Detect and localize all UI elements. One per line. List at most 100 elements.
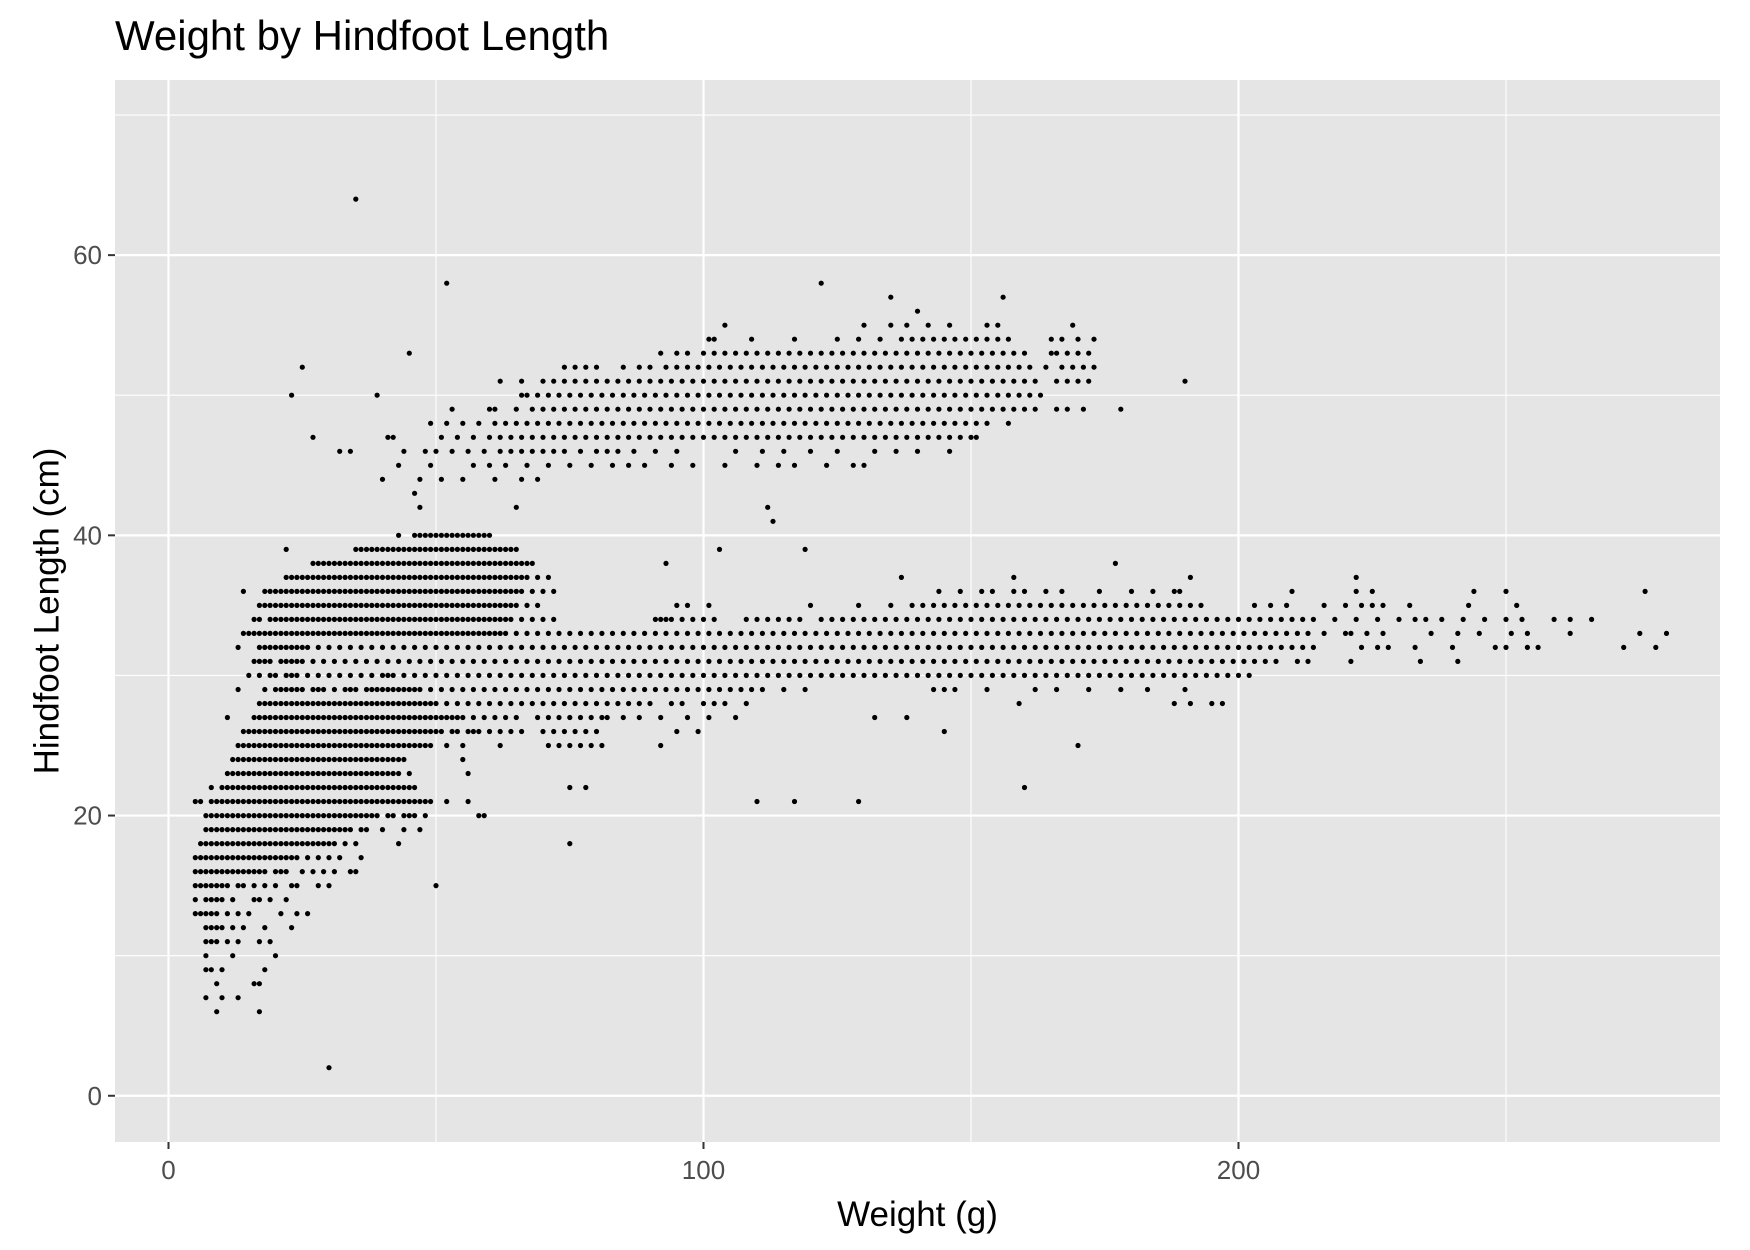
data-point (256, 939, 262, 945)
data-point (278, 813, 284, 819)
data-point (214, 911, 220, 917)
data-point (347, 813, 353, 819)
data-point (572, 434, 578, 440)
data-point (486, 630, 493, 637)
data-point (310, 630, 316, 637)
data-point (374, 686, 380, 693)
data-point (989, 644, 996, 651)
data-point (428, 588, 434, 595)
data-point (315, 630, 321, 637)
data-point (401, 742, 407, 749)
data-point (609, 630, 616, 637)
data-point (422, 798, 428, 805)
data-point (449, 448, 455, 454)
data-point (1214, 644, 1220, 651)
data-point (406, 574, 412, 581)
data-point (1155, 630, 1161, 637)
data-point (240, 798, 246, 805)
data-point (326, 756, 332, 763)
data-point (433, 560, 439, 567)
data-point (422, 602, 428, 609)
data-point (315, 574, 321, 581)
data-point (347, 784, 353, 791)
data-point (294, 841, 300, 847)
data-point (898, 630, 905, 637)
data-point (369, 616, 375, 623)
data-point (262, 686, 268, 693)
data-point (438, 588, 444, 595)
data-point (706, 630, 712, 637)
data-point (1139, 616, 1145, 623)
data-point (278, 630, 284, 637)
data-point (1235, 616, 1242, 623)
data-point (1182, 644, 1188, 651)
data-point (791, 336, 798, 342)
data-point (663, 364, 669, 370)
data-point (519, 476, 525, 482)
data-point (738, 658, 744, 665)
data-point (861, 672, 867, 679)
data-point (305, 700, 311, 707)
data-point (759, 420, 766, 426)
data-point (208, 897, 214, 903)
data-point (401, 588, 407, 595)
data-point (1144, 658, 1151, 665)
data-point (952, 420, 958, 426)
data-point (856, 420, 862, 426)
data-point (674, 728, 680, 735)
data-point (246, 728, 252, 735)
data-point (438, 476, 444, 482)
data-point (503, 630, 509, 637)
data-point (882, 434, 889, 440)
data-point (1289, 588, 1295, 595)
data-point (674, 364, 680, 370)
data-point (465, 644, 471, 651)
data-point (203, 939, 209, 945)
data-point (754, 434, 760, 440)
data-point (262, 602, 268, 609)
data-point (973, 434, 979, 440)
data-point (401, 602, 407, 609)
data-point (850, 350, 856, 356)
data-point (909, 658, 915, 665)
data-point (904, 406, 910, 412)
data-point (791, 462, 798, 468)
data-point (272, 672, 279, 679)
data-point (759, 392, 766, 398)
data-point (256, 756, 262, 763)
data-point (519, 672, 525, 679)
data-point (609, 392, 616, 398)
data-point (609, 420, 616, 426)
data-point (1203, 672, 1209, 679)
data-point (513, 686, 519, 693)
data-point (256, 742, 262, 749)
data-point (283, 841, 289, 847)
data-point (347, 869, 353, 875)
data-point (396, 798, 402, 805)
data-point (289, 728, 295, 735)
data-point (326, 883, 332, 889)
data-point (486, 574, 493, 581)
data-point (379, 602, 386, 609)
data-point (315, 883, 321, 889)
data-point (984, 392, 990, 398)
data-point (690, 616, 696, 623)
data-point (294, 644, 300, 651)
data-point (363, 588, 370, 595)
data-point (979, 588, 985, 595)
data-point (497, 560, 503, 567)
data-point (331, 798, 337, 805)
data-point (1241, 630, 1247, 637)
plot-panel (115, 80, 1720, 1142)
data-point (861, 434, 867, 440)
data-point (1358, 644, 1365, 651)
data-point (444, 546, 450, 553)
data-point (272, 756, 279, 763)
data-point (733, 672, 739, 679)
data-point (390, 700, 396, 707)
data-point (363, 742, 370, 749)
data-point (904, 378, 910, 384)
data-point (449, 630, 455, 637)
data-point (299, 798, 305, 805)
data-point (1193, 672, 1199, 679)
